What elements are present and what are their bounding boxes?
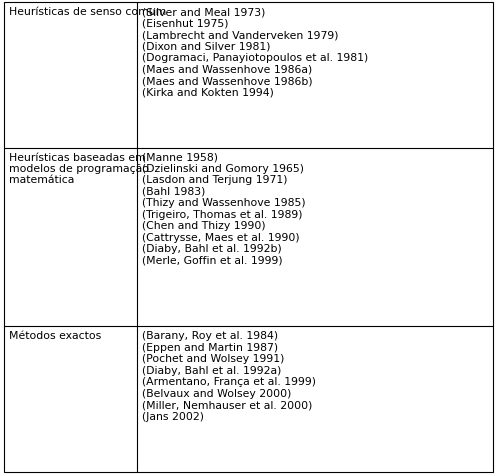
Text: (Silver and Meal 1973)
(Eisenhut 1975)
(Lambrecht and Vanderveken 1979)
(Dixon a: (Silver and Meal 1973) (Eisenhut 1975) (… — [142, 8, 368, 98]
Text: (Barany, Roy et al. 1984)
(Eppen and Martin 1987)
(Pochet and Wolsey 1991)
(Diab: (Barany, Roy et al. 1984) (Eppen and Mar… — [142, 331, 316, 421]
Text: Heurísticas baseadas em
modelos de programação
matemática: Heurísticas baseadas em modelos de progr… — [9, 153, 149, 185]
Text: Heurísticas de senso comum: Heurísticas de senso comum — [9, 8, 166, 18]
Text: Métodos exactos: Métodos exactos — [9, 331, 101, 341]
Text: (Manne 1958)
(Dzielinski and Gomory 1965)
(Lasdon and Terjung 1971)
(Bahl 1983)
: (Manne 1958) (Dzielinski and Gomory 1965… — [142, 153, 305, 265]
